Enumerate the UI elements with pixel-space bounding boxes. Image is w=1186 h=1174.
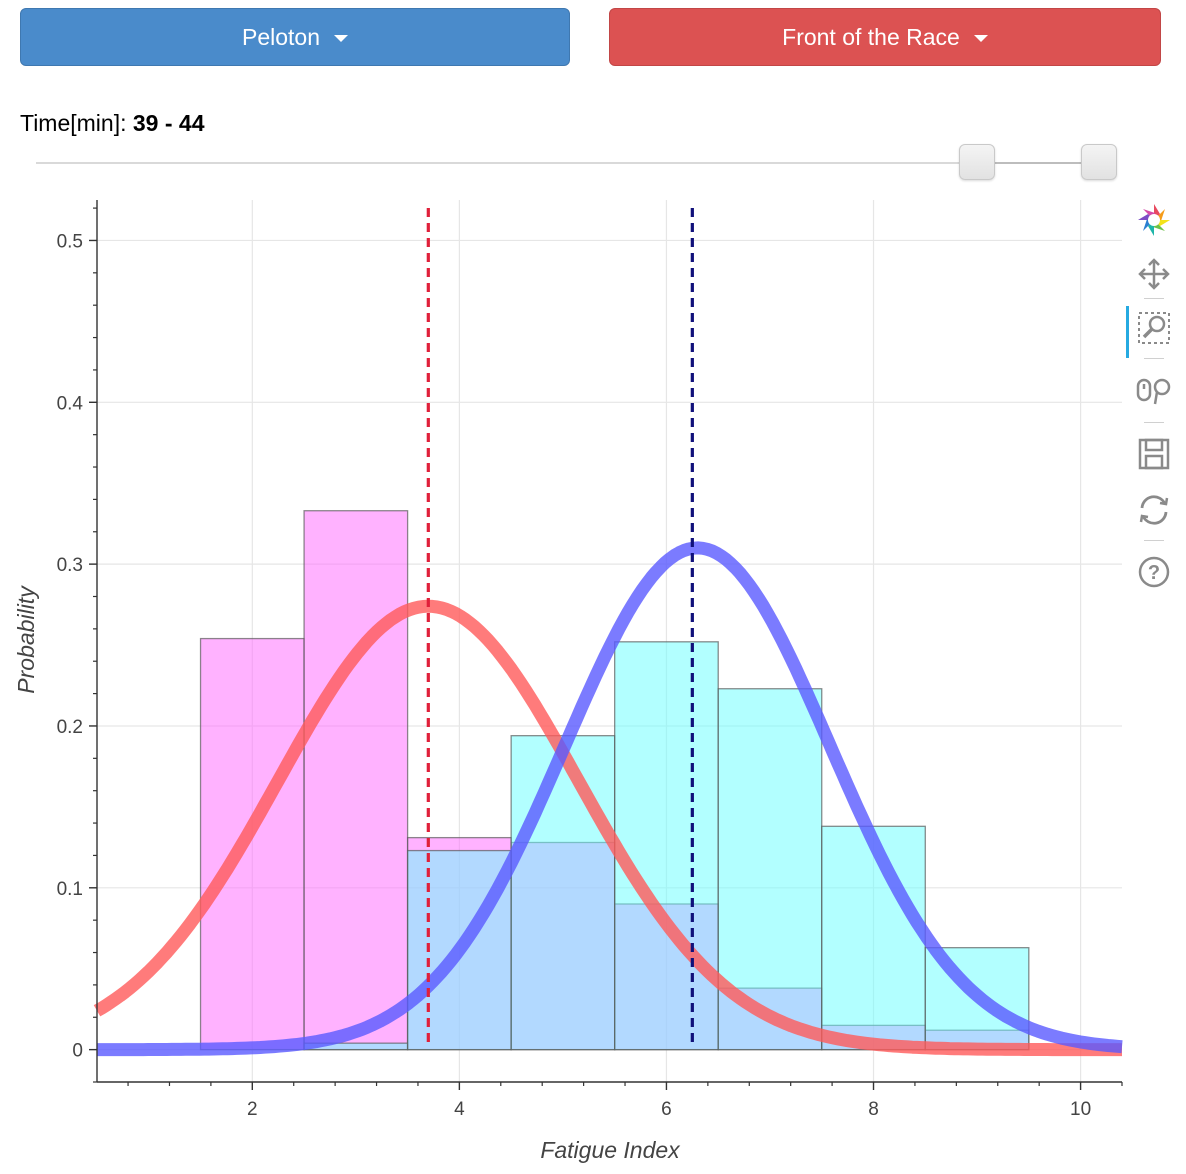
time-slider-track[interactable] (36, 162, 1116, 164)
front-of-race-dropdown-button[interactable]: Front of the Race (609, 8, 1161, 66)
plot-toolbar: ? (1126, 196, 1182, 596)
active-tool-indicator (1126, 306, 1129, 358)
x-tick-label: 8 (868, 1099, 879, 1120)
y-tick-label: 0.3 (57, 555, 83, 576)
time-slider-title: Time[min]: 39 - 44 (20, 110, 205, 137)
histogram-bar (614, 641, 719, 1051)
x-tick-label: 6 (661, 1099, 672, 1120)
y-tick-label: 0.5 (57, 231, 83, 252)
y-tick-label: 0 (72, 1041, 83, 1062)
axes: 0 0.1 0.2 0.3 0.4 0.5 2 4 6 8 10 (57, 200, 1123, 1120)
histogram-bar (303, 510, 409, 1051)
time-slider-value: 39 - 44 (132, 110, 205, 136)
time-slider-range (977, 162, 1099, 164)
save-icon[interactable] (1134, 434, 1174, 474)
peloton-dropdown-label: Peloton (241, 23, 320, 50)
y-axis-label: Probability (13, 585, 39, 694)
histogram-bar (199, 637, 305, 1051)
time-slider-start-handle[interactable] (959, 144, 995, 180)
pan-icon[interactable] (1134, 254, 1174, 294)
svg-text:?: ? (1148, 562, 1160, 584)
wheel-zoom-icon[interactable] (1134, 370, 1174, 410)
histogram-bar (510, 735, 616, 1051)
histogram-bars (199, 510, 1030, 1051)
box-zoom-icon[interactable] (1134, 308, 1174, 348)
time-slider-end-handle[interactable] (1081, 144, 1117, 180)
front-of-race-dropdown-label: Front of the Race (782, 23, 960, 50)
x-tick-label: 2 (247, 1099, 258, 1120)
caret-down-icon (334, 35, 348, 42)
x-tick-label: 10 (1070, 1099, 1091, 1120)
x-tick-label: 4 (454, 1099, 465, 1120)
fatigue-index-chart[interactable]: 0 0.1 0.2 0.3 0.4 0.5 2 4 6 8 10 Fatigue Index Pro… (0, 190, 1126, 1170)
peloton-dropdown-button[interactable]: Peloton (20, 8, 570, 66)
time-slider-label: Time[min]: (20, 110, 133, 136)
bokeh-logo-icon[interactable] (1134, 200, 1174, 240)
density-curve (95, 541, 1124, 1057)
mean-lines (426, 208, 694, 1046)
y-tick-label: 0.4 (57, 393, 84, 414)
y-tick-label: 0.2 (57, 717, 83, 738)
histogram-bar (821, 825, 926, 1051)
y-tick-label: 0.1 (57, 879, 83, 900)
help-icon[interactable]: ? (1134, 552, 1174, 592)
density-curves (93, 541, 1124, 1057)
density-curve (93, 599, 1124, 1057)
reset-icon[interactable] (1134, 490, 1174, 530)
x-axis-label: Fatigue Index (540, 1137, 681, 1163)
caret-down-icon (973, 35, 988, 42)
